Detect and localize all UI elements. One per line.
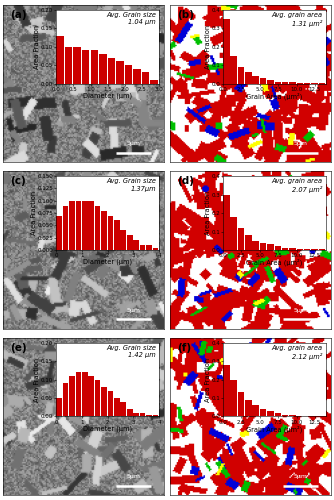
Text: 5μm: 5μm (126, 308, 140, 313)
Text: (c): (c) (10, 176, 25, 186)
Text: 5μm: 5μm (293, 474, 307, 480)
Text: 5μm: 5μm (293, 308, 307, 313)
Text: 5μm: 5μm (293, 142, 307, 146)
Text: 5μm: 5μm (126, 474, 140, 480)
Text: (a): (a) (10, 10, 26, 20)
Text: (f): (f) (177, 342, 191, 352)
Text: 5μm: 5μm (126, 142, 140, 146)
Text: (b): (b) (177, 10, 194, 20)
Text: (d): (d) (177, 176, 194, 186)
Text: (e): (e) (10, 342, 26, 352)
